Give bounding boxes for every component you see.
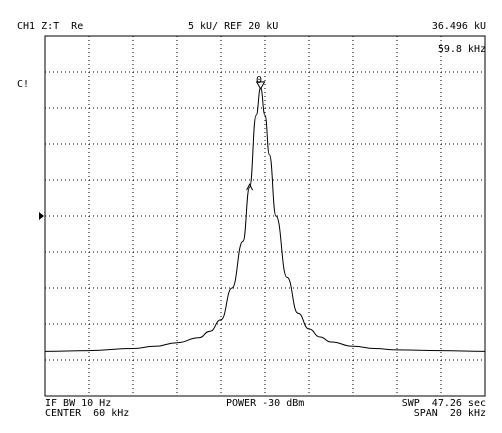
power-label: POWER -30 dBm	[226, 398, 305, 409]
calibration-indicator: C!	[17, 79, 30, 90]
sub-marker-arrow-icon	[246, 183, 254, 191]
center-frequency-label: CENTER 60 kHz	[45, 408, 130, 419]
reference-pointer-icon	[39, 212, 44, 220]
sweep-time-label: SWP 47.26 sec	[401, 398, 486, 409]
span-label: SPAN 20 kHz	[413, 408, 486, 419]
channel-label: CH1 Z:T Re	[17, 21, 84, 32]
trace-line	[44, 87, 486, 352]
graticule	[44, 35, 486, 397]
marker-frequency: 59.8 kHz	[437, 44, 486, 55]
marker-symbol: 0	[256, 75, 263, 86]
marker-0	[246, 81, 266, 191]
if-bw-label: IF BW 10 Hz	[45, 398, 112, 409]
scale-ref-label: 5 kU/ REF 20 kU	[188, 21, 279, 32]
marker-value: 36.496 kU	[431, 21, 486, 32]
marker-triangle-icon	[255, 81, 266, 90]
